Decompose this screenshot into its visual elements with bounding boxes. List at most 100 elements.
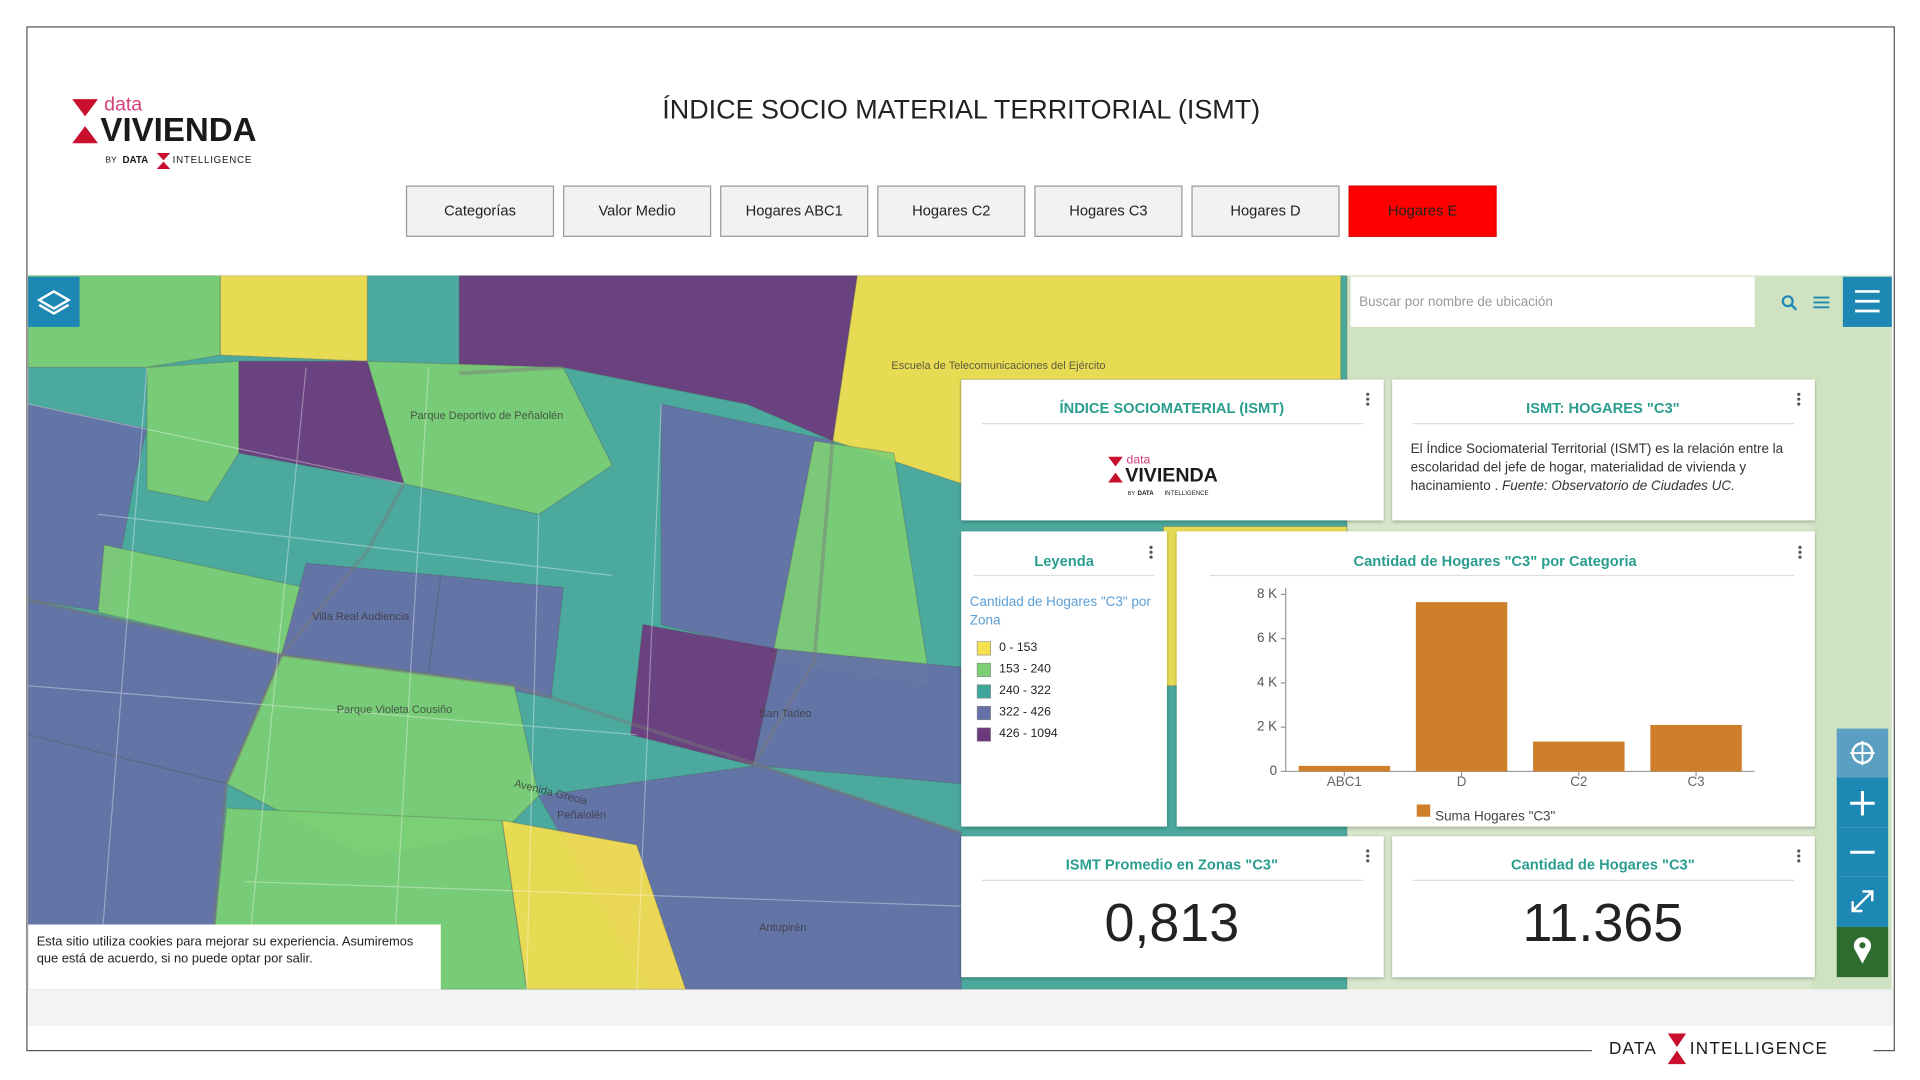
search-placeholder: Buscar por nombre de ubicación bbox=[1359, 294, 1553, 309]
bar-chart: 0 2 K 4 K 6 K 8 K Suma Hogares "C3" ABC1 D C2 C3 bbox=[1257, 586, 1755, 823]
tab-box bbox=[1348, 185, 1497, 237]
logo: data VIVIENDA BY DATA INTELLIGENCE bbox=[72, 93, 257, 169]
logo-vivienda: VIVIENDA bbox=[100, 112, 256, 149]
map-label: Antupirén bbox=[759, 922, 806, 934]
map-label: Parque Violeta Cousiño bbox=[337, 704, 453, 716]
legend-swatch bbox=[976, 705, 991, 721]
widget-title: Leyenda bbox=[1034, 554, 1094, 570]
bar bbox=[1650, 724, 1742, 772]
logo-vivienda: VIVIENDA bbox=[1125, 464, 1217, 486]
legend-label: Suma Hogares "C3" bbox=[1435, 808, 1555, 823]
legend-swatch bbox=[1416, 804, 1431, 817]
legend-subtitle-box: Cantidad de Hogares "C3" por Zona bbox=[969, 595, 1151, 629]
logo-by: BY bbox=[1128, 491, 1136, 497]
widget-title: ISMT: HOGARES "C3" bbox=[1526, 401, 1679, 417]
cookie-box bbox=[28, 924, 441, 990]
widget-title: ISMT Promedio en Zonas "C3" bbox=[1066, 858, 1278, 874]
description-source: Fuente: Observatorio de Ciudades UC. bbox=[1501, 478, 1735, 494]
layers-button[interactable] bbox=[28, 276, 80, 327]
logo-data: data bbox=[1127, 453, 1151, 467]
widget-rules bbox=[973, 423, 1794, 882]
widget-title: ÍNDICE SOCIOMATERIAL (ISMT) bbox=[1060, 400, 1285, 417]
tab-label: Hogares C3 bbox=[1069, 204, 1147, 220]
tab-button[interactable]: Hogares E bbox=[1348, 185, 1497, 237]
tab-label: Hogares D bbox=[1230, 204, 1300, 220]
legend-label: 426 - 1094 bbox=[999, 726, 1058, 740]
cookie-notice: Esta sitio utiliza cookies para mejorar … bbox=[37, 934, 414, 966]
y-tick-label: 2 K bbox=[1257, 719, 1277, 734]
legend-label: 153 - 240 bbox=[999, 662, 1051, 676]
search-box[interactable]: Buscar por nombre de ubicación bbox=[1350, 276, 1830, 327]
widget-menus[interactable] bbox=[1149, 392, 1802, 863]
footer-gap bbox=[1591, 1038, 1874, 1063]
logo-brand2: INTELLIGENCE bbox=[1164, 490, 1208, 497]
logo-data: data bbox=[104, 93, 142, 115]
map-zone bbox=[501, 819, 687, 990]
tab-button[interactable]: Hogares C3 bbox=[1034, 185, 1183, 237]
park bbox=[1334, 275, 1892, 990]
tab-label: Hogares C2 bbox=[912, 204, 990, 220]
map-zone bbox=[366, 360, 614, 515]
tab-button[interactable]: Hogares ABC1 bbox=[720, 185, 869, 237]
menu-button[interactable] bbox=[1842, 276, 1892, 327]
map-zone bbox=[219, 275, 368, 362]
tab-button[interactable]: Hogares D bbox=[1191, 185, 1340, 237]
roads bbox=[28, 365, 962, 990]
legend-swatch bbox=[976, 727, 991, 742]
logo-brand2: INTELLIGENCE bbox=[173, 155, 252, 166]
x-tick-label: C2 bbox=[1570, 774, 1587, 789]
zoom-in-button[interactable] bbox=[1836, 777, 1889, 828]
map-label: San Tadeo bbox=[759, 708, 811, 720]
tab-button[interactable]: Valor Medio bbox=[563, 185, 712, 237]
footer-brand1: DATA bbox=[1609, 1038, 1657, 1058]
x-tick-label: D bbox=[1457, 774, 1467, 789]
legend-label: 0 - 153 bbox=[999, 640, 1037, 654]
kpi-value: 11.365 bbox=[1522, 893, 1683, 953]
bar bbox=[1533, 741, 1625, 772]
bar bbox=[1415, 602, 1508, 772]
marker-button[interactable] bbox=[1836, 926, 1889, 978]
legend-subtitle: Cantidad de Hogares "C3" por Zona bbox=[969, 595, 1151, 629]
logo-x bbox=[156, 153, 171, 169]
legend-swatch bbox=[976, 662, 991, 677]
widget-title: Cantidad de Hogares "C3" por Categoria bbox=[1353, 554, 1637, 570]
y-tick-label: 0 bbox=[1270, 763, 1277, 778]
tab-label: Hogares ABC1 bbox=[746, 204, 843, 220]
legend-swatch bbox=[976, 684, 991, 699]
legend-label: 322 - 426 bbox=[999, 705, 1051, 719]
description: El Índice Sociomaterial Territorial (ISM… bbox=[1410, 442, 1784, 494]
footer-brand2: INTELLIGENCE bbox=[1690, 1038, 1828, 1058]
legend-label: 240 - 322 bbox=[999, 683, 1051, 697]
map-zone bbox=[427, 574, 564, 699]
tab-button[interactable]: Categorías bbox=[405, 185, 555, 237]
y-tick-label: 4 K bbox=[1257, 674, 1277, 689]
description-text: El Índice Sociomaterial Territorial (ISM… bbox=[1410, 442, 1784, 494]
widget-title: Cantidad de Hogares "C3" bbox=[1511, 858, 1695, 874]
locate-button[interactable] bbox=[1836, 728, 1889, 778]
y-tick-label: 6 K bbox=[1257, 630, 1277, 645]
logo-brand1: DATA bbox=[1138, 490, 1155, 497]
tab-label: Categorías bbox=[444, 204, 516, 220]
logo-icon bbox=[72, 99, 98, 144]
tab-box bbox=[563, 185, 712, 237]
tab-bar: Categorías Valor Medio Hogares ABC1 Hogares… bbox=[405, 185, 1497, 237]
tab-box bbox=[1191, 185, 1340, 237]
widget-logo: data VIVIENDA BY DATA INTELLIGENCE bbox=[1108, 453, 1218, 497]
tab-box bbox=[720, 185, 869, 237]
strip bbox=[28, 989, 1894, 1027]
x-tick-label: ABC1 bbox=[1327, 774, 1362, 789]
fullscreen-button[interactable] bbox=[1836, 876, 1889, 927]
tab-button[interactable]: Hogares C2 bbox=[877, 185, 1026, 237]
tab-box bbox=[405, 185, 555, 237]
map-label: Parque Deportivo de Peñalolén bbox=[410, 410, 563, 422]
logo-by: BY bbox=[105, 155, 117, 165]
map-label: Villa Real Audiencia bbox=[312, 611, 410, 623]
tab-label: Valor Medio bbox=[598, 204, 675, 220]
footer-x bbox=[1667, 1033, 1687, 1065]
bar bbox=[1298, 765, 1391, 772]
zoom-out-button[interactable] bbox=[1836, 827, 1889, 877]
tab-label: Hogares E bbox=[1388, 204, 1458, 220]
tab-box bbox=[1034, 185, 1183, 237]
